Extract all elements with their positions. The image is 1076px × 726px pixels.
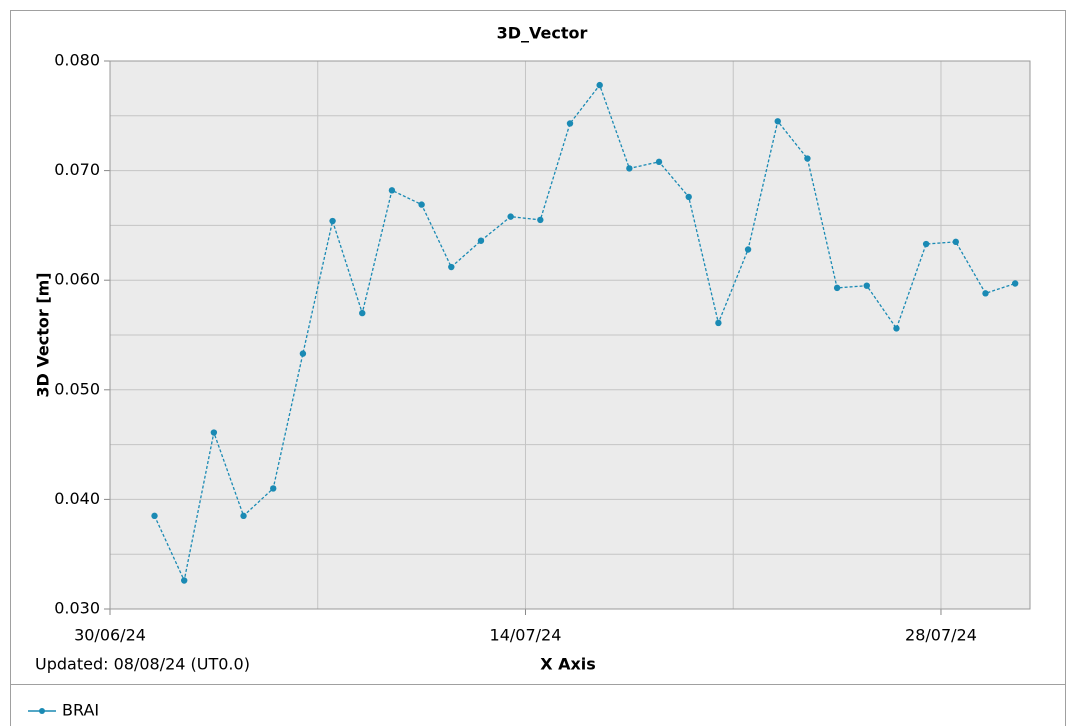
y-tick-label: 0.040 bbox=[54, 489, 100, 508]
data-point bbox=[596, 81, 603, 89]
data-point bbox=[388, 187, 396, 194]
data-point bbox=[418, 201, 425, 208]
y-tick-label: 0.030 bbox=[54, 599, 100, 618]
x-axis-label: X Axis bbox=[540, 655, 596, 674]
legend-marker bbox=[39, 708, 45, 714]
series-line bbox=[153, 83, 1016, 583]
data-point bbox=[685, 193, 692, 201]
data-point bbox=[863, 282, 870, 289]
data-point bbox=[180, 577, 188, 584]
data-point bbox=[329, 217, 336, 225]
data-point bbox=[537, 216, 544, 224]
data-point bbox=[477, 237, 485, 244]
data-point bbox=[804, 155, 811, 162]
data-point bbox=[151, 512, 158, 520]
y-tick-label: 0.080 bbox=[54, 51, 100, 70]
data-point bbox=[774, 118, 781, 125]
data-point bbox=[270, 485, 277, 492]
data-point bbox=[240, 512, 247, 520]
data-point bbox=[715, 319, 722, 327]
data-point bbox=[210, 429, 218, 436]
y-tick-label: 0.070 bbox=[54, 160, 100, 179]
plot-border bbox=[109, 60, 1031, 610]
data-point bbox=[566, 120, 574, 127]
chart-title: 3D_Vector bbox=[497, 24, 588, 43]
y-axis-label: 3D Vector [m] bbox=[34, 272, 53, 397]
data-point bbox=[448, 263, 455, 271]
data-point bbox=[299, 350, 307, 357]
y-tick-label: 0.050 bbox=[54, 379, 100, 398]
data-point bbox=[982, 290, 989, 297]
data-point bbox=[1011, 280, 1019, 287]
x-tick-label: 30/06/24 bbox=[74, 626, 146, 645]
data-point bbox=[655, 158, 663, 166]
x-tick-label: 28/07/24 bbox=[905, 626, 977, 645]
data-point bbox=[833, 284, 841, 292]
data-point bbox=[922, 240, 930, 248]
legend-label: BRAI bbox=[62, 701, 99, 720]
data-point bbox=[893, 325, 900, 332]
update-note: Updated: 08/08/24 (UT0.0) bbox=[35, 655, 250, 674]
data-point bbox=[626, 165, 633, 172]
data-point bbox=[952, 238, 960, 246]
data-point bbox=[359, 309, 366, 317]
data-point bbox=[744, 246, 752, 253]
x-tick-label: 14/07/24 bbox=[490, 626, 562, 645]
data-point bbox=[507, 213, 514, 220]
y-tick-label: 0.060 bbox=[54, 270, 100, 289]
